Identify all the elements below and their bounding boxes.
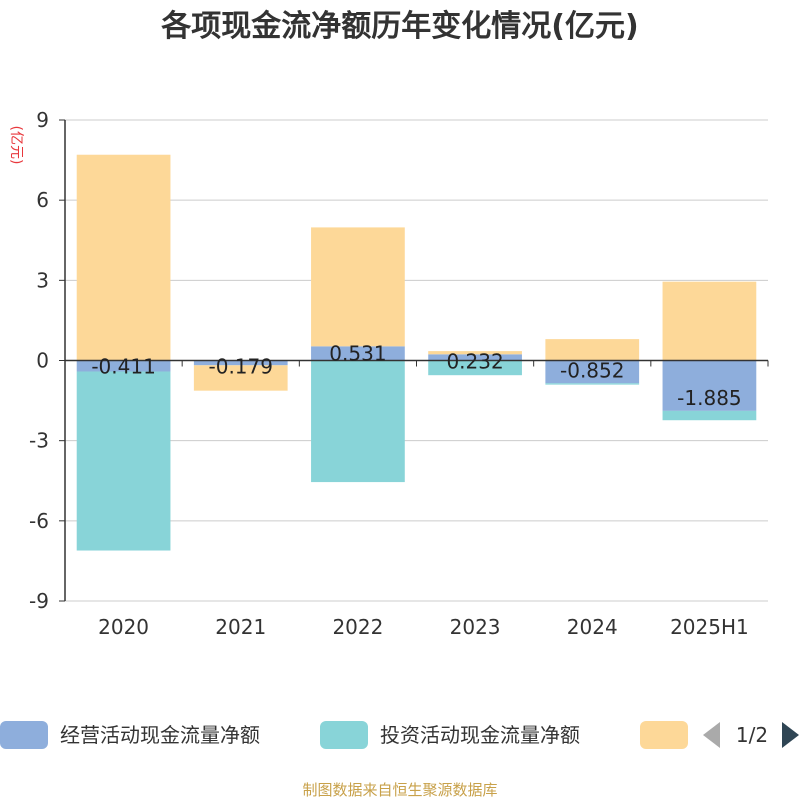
legend-swatch bbox=[640, 721, 688, 749]
legend-swatch bbox=[0, 721, 48, 749]
data-label-2020: -0.411 bbox=[91, 355, 155, 379]
bar-s3-2025H1 bbox=[662, 281, 757, 361]
x-tick-label: 2024 bbox=[567, 615, 618, 639]
y-tick-label: 3 bbox=[36, 268, 49, 292]
y-axis-label: (亿元) bbox=[8, 126, 24, 165]
bar-s2-2020 bbox=[76, 371, 171, 551]
bar-s1-2023 bbox=[428, 354, 522, 361]
bar-s2-2025H1 bbox=[662, 410, 757, 421]
legend-label: 投资活动现金流量净额 bbox=[380, 723, 580, 747]
bars bbox=[76, 154, 757, 551]
bar-s3-2024 bbox=[545, 339, 640, 361]
x-tick-label: 2022 bbox=[332, 615, 383, 639]
source-footer: 制图数据来自恒生聚源数据库 bbox=[302, 781, 497, 799]
bar-s3-2021 bbox=[193, 365, 288, 391]
data-label-2023: 0.232 bbox=[446, 349, 503, 373]
bar-s1-2025H1 bbox=[662, 360, 757, 411]
y-tick-label: -3 bbox=[29, 429, 49, 453]
legend: 经营活动现金流量净额 投资活动现金流量净额 1/2 bbox=[0, 721, 799, 749]
bar-s1-2021 bbox=[193, 360, 288, 366]
tick-labels: 9 6 3 0 -3 -6 -9 2020 2021 2022 2023 2024 2025H1 bbox=[29, 108, 749, 639]
bar-s2-2023 bbox=[428, 360, 522, 376]
bar-s3-2023 bbox=[428, 351, 522, 355]
bar-s1-2022 bbox=[311, 346, 405, 361]
legend-item-2[interactable]: 投资活动现金流量净额 bbox=[320, 721, 580, 749]
legend-label: 经营活动现金流量净额 bbox=[60, 723, 260, 747]
legend-prev-icon[interactable] bbox=[703, 722, 720, 748]
x-tick-label: 2023 bbox=[450, 615, 501, 639]
axes bbox=[59, 119, 769, 602]
bar-s2-2022 bbox=[311, 360, 405, 483]
bar-s1-2020 bbox=[76, 360, 171, 372]
data-label-2024: -0.852 bbox=[560, 358, 624, 382]
y-tick-label: -6 bbox=[29, 509, 49, 533]
x-tick-label: 2025H1 bbox=[670, 615, 749, 639]
y-tick-label: 9 bbox=[36, 108, 49, 132]
grid bbox=[65, 119, 768, 602]
y-tick-label: -9 bbox=[29, 589, 49, 613]
x-tick-label: 2021 bbox=[215, 615, 266, 639]
y-tick-label: 6 bbox=[36, 188, 49, 212]
data-label-2022: 0.531 bbox=[329, 341, 386, 365]
bar-s3-2022 bbox=[311, 227, 405, 347]
bar-s2-2024 bbox=[545, 383, 640, 385]
data-label-2025H1: -1.885 bbox=[677, 386, 741, 410]
legend-next-icon[interactable] bbox=[782, 722, 799, 748]
bar-s1-2024 bbox=[545, 360, 640, 384]
data-labels: -0.411 -0.179 0.531 0.232 -0.852 -1.885 bbox=[91, 341, 741, 410]
y-tick-label: 0 bbox=[36, 349, 49, 373]
data-label-2021: -0.179 bbox=[209, 355, 273, 379]
x-tick-label: 2020 bbox=[98, 615, 149, 639]
legend-item-3[interactable] bbox=[640, 721, 688, 749]
chart-title: 各项现金流净额历年变化情况(亿元) bbox=[160, 9, 638, 44]
bar-s3-2020 bbox=[76, 154, 171, 361]
legend-swatch bbox=[320, 721, 368, 749]
legend-item-1[interactable]: 经营活动现金流量净额 bbox=[0, 721, 260, 749]
legend-page-indicator: 1/2 bbox=[736, 723, 768, 747]
